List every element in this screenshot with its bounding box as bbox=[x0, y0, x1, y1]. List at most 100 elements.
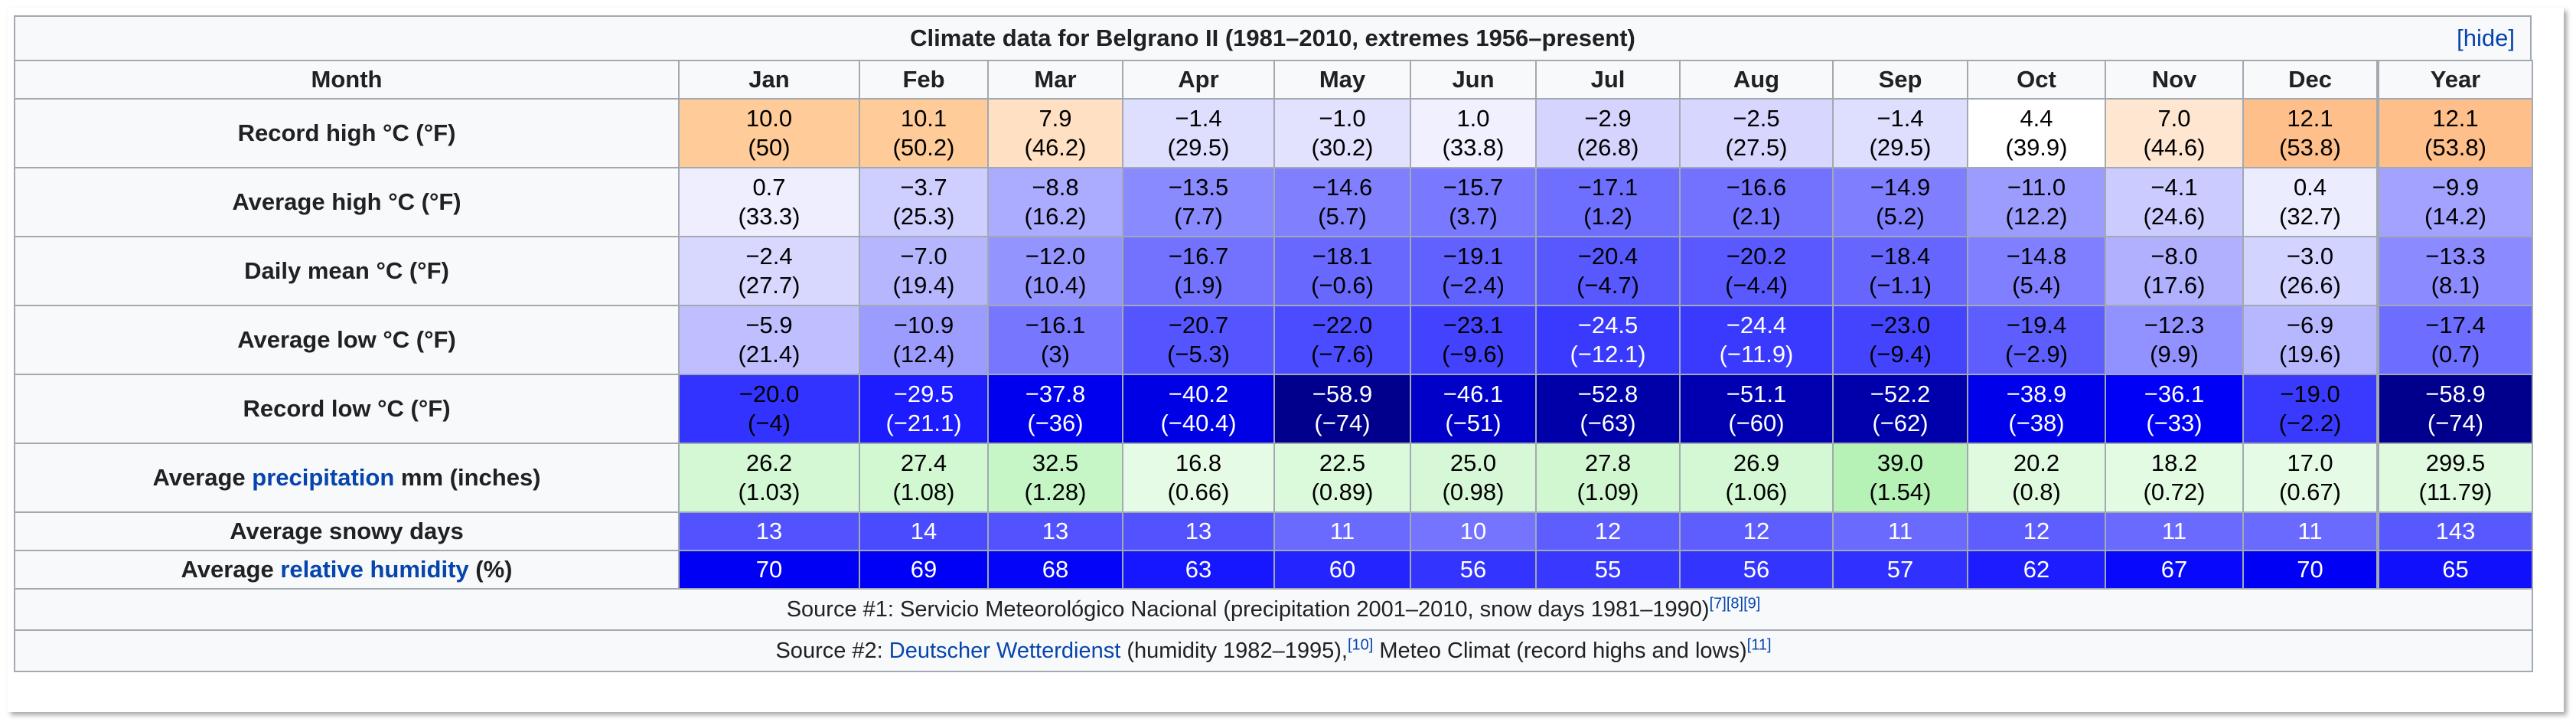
row-label-link[interactable]: precipitation bbox=[252, 464, 395, 491]
cell-value-secondary: (−60) bbox=[1728, 410, 1785, 436]
data-cell: −2.9 (26.8) bbox=[1535, 98, 1681, 168]
data-cell: −58.9 (−74) bbox=[1273, 374, 1411, 444]
cell-value-secondary: (−2.2) bbox=[2278, 410, 2342, 436]
cell-value-celsius: 13 bbox=[755, 518, 783, 544]
data-cell: −5.9 (21.4) bbox=[678, 305, 860, 375]
data-cell: 14 bbox=[859, 511, 989, 551]
row-label: Average snowy days bbox=[14, 511, 680, 551]
cell-value-secondary: (1.09) bbox=[1577, 479, 1639, 505]
cell-value-celsius: −36.1 bbox=[2144, 381, 2205, 407]
cell-value-secondary: (25.3) bbox=[892, 203, 955, 230]
cell-value-celsius: 27.8 bbox=[1584, 449, 1632, 476]
cell-value-celsius: −18.4 bbox=[1870, 243, 1931, 270]
data-cell: −37.8 (−36) bbox=[987, 374, 1123, 444]
cell-value-secondary: (33.3) bbox=[738, 203, 801, 230]
cell-value-secondary: (50.2) bbox=[892, 134, 955, 161]
cell-value-celsius: −17.4 bbox=[2425, 312, 2486, 338]
cell-value-celsius: 62 bbox=[2023, 556, 2050, 583]
data-cell: −16.1 (3) bbox=[987, 305, 1123, 375]
cell-value-celsius: −5.9 bbox=[745, 312, 793, 338]
reference-link[interactable]: [10] bbox=[1347, 636, 1374, 654]
data-cell: −58.9 (−74) bbox=[2376, 374, 2533, 444]
cell-value-secondary: (16.2) bbox=[1024, 203, 1087, 230]
reference-link[interactable]: [7] bbox=[1709, 595, 1727, 613]
reference-link[interactable]: [9] bbox=[1743, 595, 1761, 613]
cell-value-celsius: 1.0 bbox=[1456, 105, 1490, 132]
row-label-prefix: Average bbox=[181, 556, 281, 583]
cell-value-celsius: −13.3 bbox=[2425, 243, 2486, 270]
cell-value-celsius: −40.2 bbox=[1168, 381, 1229, 407]
cell-value-celsius: −22.0 bbox=[1312, 312, 1373, 338]
cell-value-secondary: (0.98) bbox=[1442, 479, 1505, 505]
climate-table-wrapper: Climate data for Belgrano II (1981–2010,… bbox=[14, 15, 2533, 672]
data-cell: −16.7 (1.9) bbox=[1122, 236, 1275, 306]
data-cell: 0.7 (33.3) bbox=[678, 167, 860, 237]
data-cell: −17.1 (1.2) bbox=[1535, 167, 1681, 237]
cell-value-secondary: (−0.6) bbox=[1311, 272, 1374, 299]
cell-value-celsius: −17.1 bbox=[1577, 174, 1639, 201]
cell-value-celsius: 143 bbox=[2435, 518, 2476, 544]
data-cell: −4.1 (24.6) bbox=[2105, 167, 2244, 237]
data-cell: −22.0 (−7.6) bbox=[1273, 305, 1411, 375]
cell-value-secondary: (14.2) bbox=[2424, 203, 2486, 230]
cell-value-celsius: −19.4 bbox=[2006, 312, 2067, 338]
cell-value-secondary: (21.4) bbox=[738, 341, 801, 368]
data-cell: −19.0 (−2.2) bbox=[2242, 374, 2379, 444]
data-cell: −3.7 (25.3) bbox=[859, 167, 989, 237]
dwd-link[interactable]: Deutscher Wetterdienst bbox=[889, 639, 1121, 663]
climate-table: Month Jan Feb Mar Apr May Jun Jul Aug Sep Oct Nov D… bbox=[14, 60, 2533, 672]
data-cell: −19.4 (−2.9) bbox=[1967, 305, 2106, 375]
data-cell: 56 bbox=[1679, 550, 1834, 590]
month-header-mar: Mar bbox=[987, 60, 1123, 100]
data-cell: 7.0 (44.6) bbox=[2105, 98, 2244, 168]
cell-value-celsius: −9.9 bbox=[2431, 174, 2480, 201]
hide-link[interactable]: [hide] bbox=[2457, 25, 2515, 51]
cell-value-secondary: (53.8) bbox=[2424, 134, 2486, 161]
data-cell: 11 bbox=[2242, 511, 2379, 551]
cell-value-celsius: 299.5 bbox=[2425, 449, 2486, 476]
data-cell: −14.9 (5.2) bbox=[1832, 167, 1968, 237]
cell-value-secondary: (1.9) bbox=[1174, 272, 1223, 299]
cell-value-celsius: −18.1 bbox=[1312, 243, 1373, 270]
source-2-suffix: Meteo Climat (record highs and lows) bbox=[1373, 639, 1747, 663]
month-header-apr: Apr bbox=[1122, 60, 1275, 100]
cell-value-secondary: (−51) bbox=[1445, 410, 1502, 436]
data-cell: −1.4 (29.5) bbox=[1832, 98, 1968, 168]
data-cell: 7.9 (46.2) bbox=[987, 98, 1123, 168]
cell-value-secondary: (−74) bbox=[1314, 410, 1371, 436]
cell-value-secondary: (50) bbox=[748, 134, 791, 161]
cell-value-secondary: (7.7) bbox=[1174, 203, 1223, 230]
cell-value-celsius: −52.2 bbox=[1870, 381, 1931, 407]
cell-value-secondary: (−1.1) bbox=[1869, 272, 1932, 299]
data-cell: 62 bbox=[1967, 550, 2106, 590]
data-cell: 69 bbox=[859, 550, 989, 590]
cell-value-celsius: 7.9 bbox=[1039, 105, 1072, 132]
cell-value-celsius: −12.0 bbox=[1025, 243, 1086, 270]
data-cell: 22.5 (0.89) bbox=[1273, 443, 1411, 513]
data-cell: 12.1 (53.8) bbox=[2376, 98, 2533, 168]
row-label-link[interactable]: relative humidity bbox=[280, 556, 469, 583]
cell-value-celsius: −10.9 bbox=[893, 312, 954, 338]
reference-link[interactable]: [11] bbox=[1746, 636, 1772, 654]
month-header-feb: Feb bbox=[859, 60, 989, 100]
cell-value-secondary: (53.8) bbox=[2279, 134, 2341, 161]
hide-toggle[interactable]: [hide] bbox=[2457, 25, 2515, 52]
table-row: Average snowy days 13 14 13 13 11 10 12 12 11 12 11… bbox=[14, 511, 2533, 551]
month-header-dec: Dec bbox=[2242, 60, 2379, 100]
cell-value-celsius: 0.4 bbox=[2293, 174, 2327, 201]
data-cell: −8.0 (17.6) bbox=[2105, 236, 2244, 306]
cell-value-celsius: −20.7 bbox=[1168, 312, 1229, 338]
data-cell: −24.5 (−12.1) bbox=[1535, 305, 1681, 375]
source-2: Source #2: Deutscher Wetterdienst (humid… bbox=[14, 629, 2533, 672]
cell-value-secondary: (−62) bbox=[1872, 410, 1929, 436]
cell-value-celsius: 7.0 bbox=[2157, 105, 2191, 132]
cell-value-secondary: (12.4) bbox=[892, 341, 955, 368]
data-cell: −14.6 (5.7) bbox=[1273, 167, 1411, 237]
cell-value-celsius: −52.8 bbox=[1577, 381, 1639, 407]
cell-value-celsius: −16.6 bbox=[1726, 174, 1787, 201]
cell-value-secondary: (5.4) bbox=[2012, 272, 2061, 299]
data-cell: 13 bbox=[1122, 511, 1275, 551]
data-cell: 13 bbox=[678, 511, 860, 551]
cell-value-celsius: −14.9 bbox=[1870, 174, 1931, 201]
reference-link[interactable]: [8] bbox=[1726, 595, 1744, 613]
